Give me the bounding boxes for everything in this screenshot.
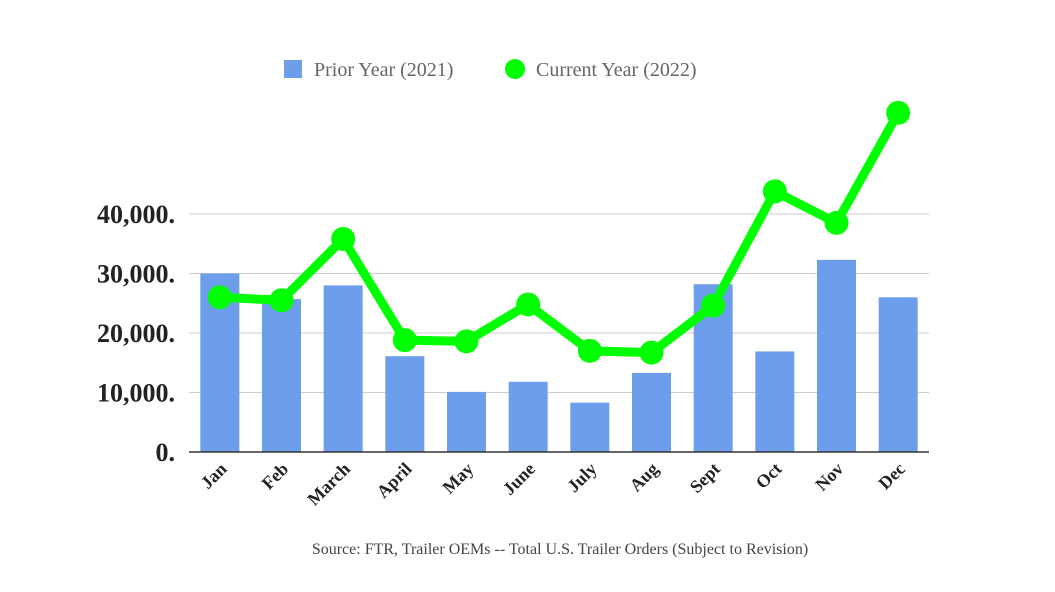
point-april [392, 328, 417, 353]
x-tick-label: July [563, 459, 600, 496]
x-tick-label: Feb [258, 459, 293, 494]
point-aug [639, 340, 664, 365]
y-tick-label: 40,000. [97, 200, 175, 229]
point-july [577, 338, 602, 363]
bar-dec [878, 297, 918, 452]
point-may [454, 329, 479, 354]
x-tick-label: Sept [686, 459, 724, 497]
x-tick-label: May [438, 459, 477, 498]
y-tick-label: 0. [156, 438, 176, 467]
legend: Prior Year (2021) Current Year (2022) [284, 59, 697, 81]
legend-label-current-year: Current Year (2022) [536, 59, 697, 81]
point-oct [762, 179, 787, 204]
bar-march [323, 285, 363, 452]
bars-prior-year [200, 259, 918, 452]
y-tick-label: 10,000. [97, 379, 175, 408]
bar-june [508, 381, 548, 452]
point-sept [701, 293, 726, 318]
line-path-current-year [215, 108, 903, 358]
x-tick-label: March [303, 459, 354, 510]
line-current-year [207, 100, 911, 365]
bar-aug [632, 372, 671, 452]
y-axis-ticks: 0. 10,000. 20,000. 30,000. 40,000. [97, 200, 175, 467]
bar-oct [755, 351, 795, 452]
bar-nov [817, 259, 856, 452]
legend-marker-current-year [505, 59, 525, 79]
point-nov [824, 210, 849, 235]
legend-label-prior-year: Prior Year (2021) [314, 59, 453, 81]
x-tick-label: Jan [197, 459, 231, 493]
bar-july [570, 402, 610, 452]
legend-swatch-prior-year [284, 60, 302, 78]
bar-april [385, 356, 425, 452]
x-tick-label: June [499, 459, 539, 499]
y-tick-label: 20,000. [97, 319, 175, 348]
x-tick-label: Oct [752, 459, 786, 493]
bar-may [447, 391, 486, 452]
x-axis-ticks: Jan Feb March April May June July Aug Sept Oct Nov… [197, 459, 909, 510]
y-tick-label: 30,000. [97, 260, 175, 289]
x-tick-label: Dec [874, 459, 909, 494]
x-tick-label: Nov [811, 459, 847, 495]
bar-feb [262, 299, 301, 452]
x-tick-label: Aug [626, 459, 663, 496]
x-tick-label: April [373, 459, 416, 502]
point-dec [886, 100, 911, 125]
point-march [331, 226, 356, 251]
point-jan [207, 285, 232, 310]
point-feb [269, 288, 294, 313]
source-note: Source: FTR, Trailer OEMs -- Total U.S. … [312, 541, 808, 558]
point-june [516, 292, 541, 317]
